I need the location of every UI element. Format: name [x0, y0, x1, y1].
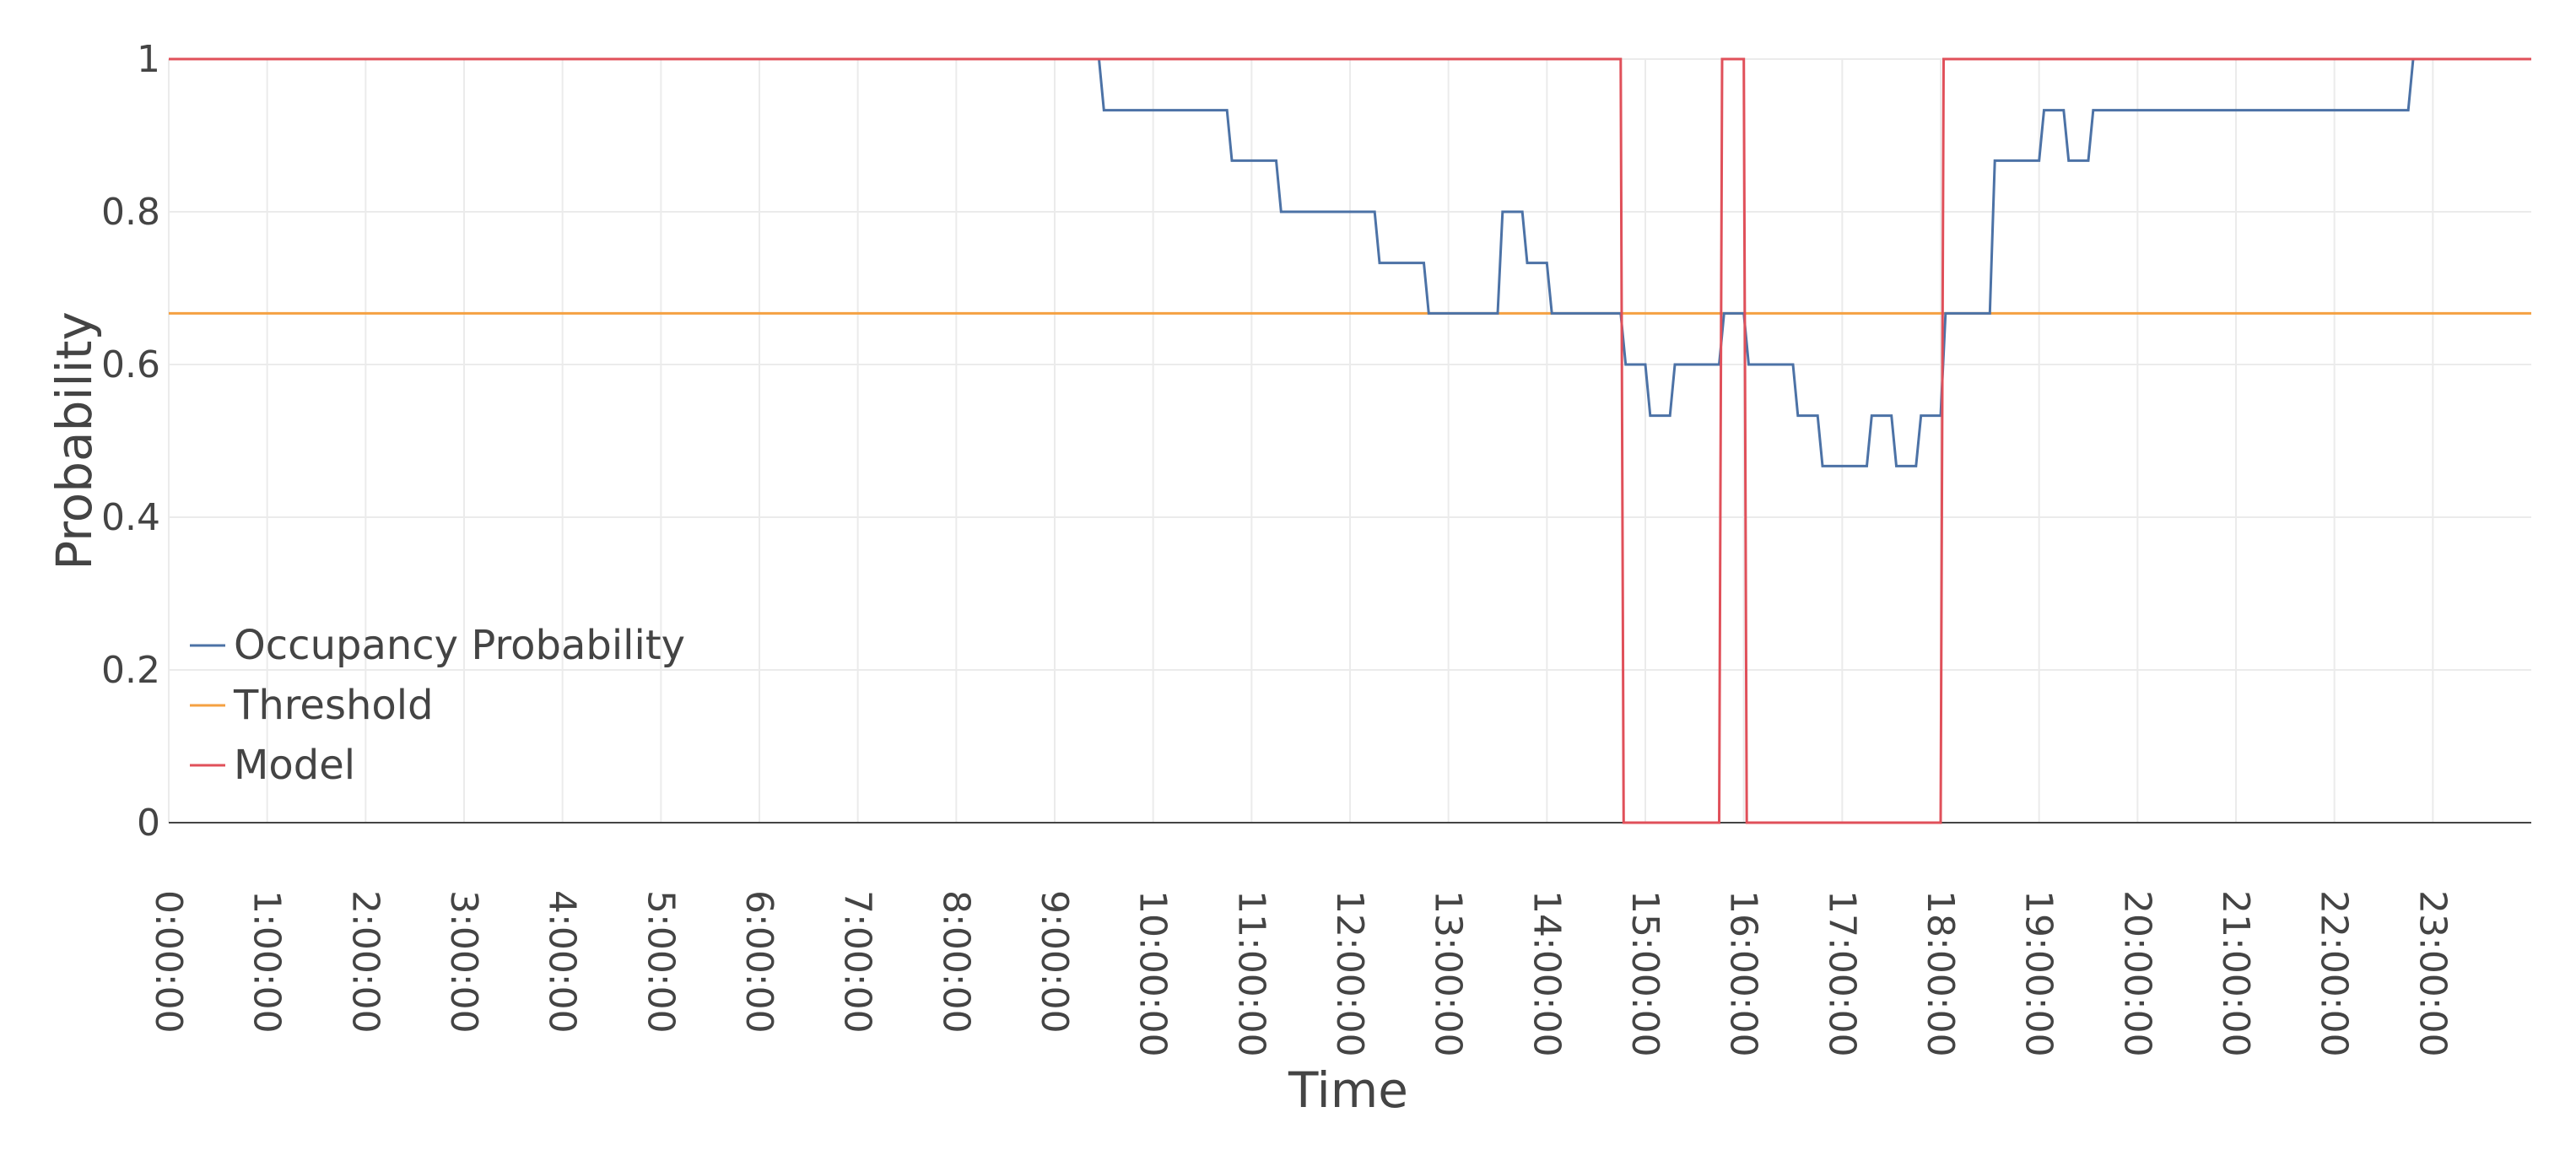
- y-tick-label: 0.8: [101, 191, 160, 234]
- x-tick-label: 17:00:00: [1820, 890, 1863, 1057]
- x-tick-labels: 0:00:00 1:00:00 2:00:00 3:00:00 4:00:00 5:00:…: [147, 890, 2454, 1057]
- grid-layer: [168, 58, 2531, 823]
- x-tick-label: 7:00:00: [836, 890, 879, 1034]
- legend-label: Model: [234, 742, 355, 789]
- x-tick-label: 14:00:00: [1525, 890, 1568, 1057]
- x-tick-label: 19:00:00: [2017, 890, 2060, 1057]
- legend-label: Occupancy Probability: [234, 622, 685, 669]
- x-tick-label: 23:00:00: [2411, 890, 2454, 1057]
- x-tick-label: 13:00:00: [1427, 890, 1470, 1057]
- y-tick-labels: 0 0.2 0.4 0.6 0.8 1: [101, 38, 160, 845]
- y-tick-label: 0.4: [101, 496, 160, 539]
- x-tick-label: 8:00:00: [934, 890, 977, 1034]
- y-tick-label: 0.2: [101, 649, 160, 692]
- x-tick-label: 12:00:00: [1328, 890, 1371, 1057]
- x-tick-label: 10:00:00: [1131, 890, 1175, 1057]
- series-layer: [169, 57, 2531, 824]
- x-tick-label: 4:00:00: [541, 890, 584, 1034]
- legend-label: Threshold: [233, 682, 434, 729]
- x-tick-label: 11:00:00: [1229, 890, 1272, 1057]
- x-tick-label: 5:00:00: [639, 890, 682, 1034]
- x-axis-title: Time: [1288, 1061, 1408, 1119]
- x-tick-label: 1:00:00: [246, 890, 289, 1034]
- x-tick-label: 21:00:00: [2214, 890, 2257, 1057]
- x-tick-label: 22:00:00: [2313, 890, 2356, 1057]
- series-line-model: [169, 57, 2531, 824]
- x-tick-label: 3:00:00: [442, 890, 485, 1034]
- x-tick-label: 18:00:00: [1919, 890, 1962, 1057]
- x-tick-label: 6:00:00: [737, 890, 780, 1034]
- y-tick-label: 0.6: [101, 343, 160, 386]
- x-tick-label: 20:00:00: [2115, 890, 2158, 1057]
- x-tick-label: 2:00:00: [343, 890, 386, 1034]
- y-tick-label: 0: [137, 802, 160, 845]
- legend: Occupancy Probability Threshold Model: [190, 622, 685, 789]
- series-line-occupancy-probability: [169, 57, 2531, 467]
- y-axis-title: Probability: [46, 311, 103, 570]
- x-tick-label: 9:00:00: [1033, 890, 1076, 1034]
- x-tick-label: 0:00:00: [147, 890, 190, 1034]
- x-tick-label: 15:00:00: [1623, 890, 1666, 1057]
- x-tick-label: 16:00:00: [1722, 890, 1765, 1057]
- y-tick-label: 1: [137, 38, 160, 81]
